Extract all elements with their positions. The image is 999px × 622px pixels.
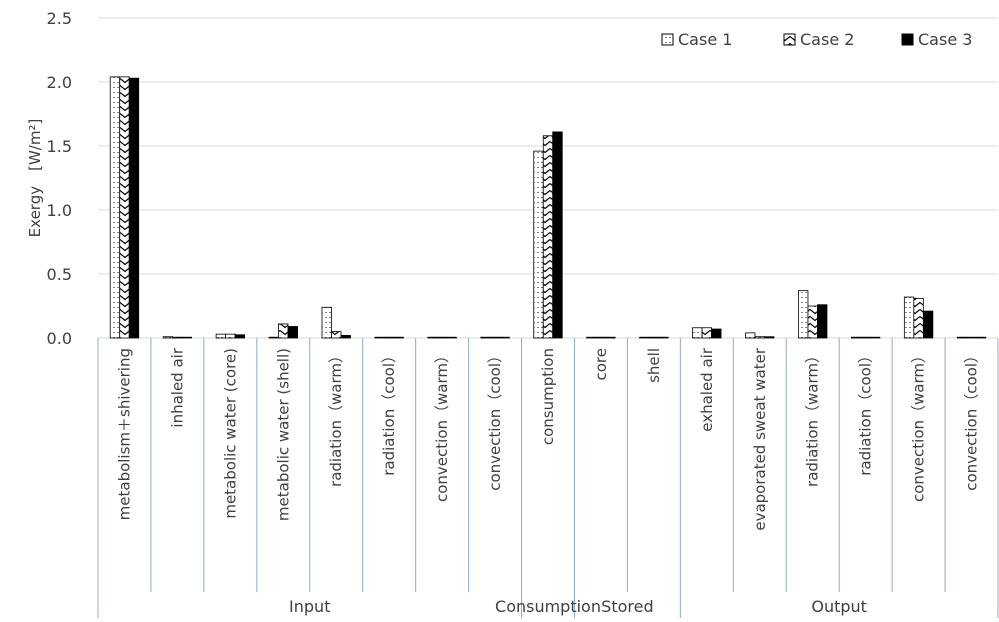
legend-swatch-case-3 — [901, 33, 914, 46]
legend-swatch-case-2 — [783, 33, 796, 46]
y-axis-label: Exergy [W/m²] — [26, 119, 44, 238]
bar-case-1 — [798, 290, 809, 339]
y-tick-label: 2.5 — [47, 9, 72, 28]
bar-case-1 — [692, 327, 703, 339]
bar-case-1 — [109, 76, 121, 339]
bar-case-2 — [225, 333, 236, 339]
legend-label-case-3: Case 3 — [918, 30, 972, 49]
bar-case-2 — [807, 305, 818, 339]
bar-case-3 — [287, 326, 298, 339]
bar-case-3 — [817, 304, 828, 339]
category-label: convection（warm） — [433, 348, 451, 502]
legend-label-case-2: Case 2 — [800, 30, 854, 49]
bar-case-1 — [162, 336, 174, 339]
category-label: inhaled air — [168, 347, 186, 427]
bar-case-1 — [480, 336, 491, 339]
bar-case-3 — [234, 334, 246, 339]
category-label: radiation（warm） — [327, 348, 345, 487]
bar-case-2 — [913, 297, 924, 339]
bar-case-2 — [331, 331, 342, 339]
bar-case-3 — [181, 336, 193, 339]
bar-case-3 — [711, 328, 722, 339]
y-tick-label: 0.5 — [47, 265, 72, 284]
bar-case-2 — [278, 323, 289, 339]
bars — [109, 76, 987, 339]
y-tick-label: 2.0 — [47, 73, 72, 92]
bar-case-2 — [860, 336, 871, 339]
bar-case-3 — [605, 336, 616, 339]
bar-case-3 — [552, 131, 563, 339]
category-label: convection（cool） — [963, 348, 981, 491]
category-label: convection（cool） — [486, 348, 504, 491]
bar-case-1 — [374, 336, 385, 339]
bar-case-1 — [956, 336, 968, 339]
group-labels: Input Consumption Stored Output — [289, 597, 867, 616]
y-tick-label: 1.0 — [47, 201, 72, 220]
category-label: radiation（cool） — [380, 348, 398, 476]
bar-case-3 — [764, 336, 775, 339]
category-labels: metabolism＋shivering inhaled air metabolic… — [115, 347, 980, 530]
bar-case-1 — [639, 336, 650, 339]
group-label: Stored — [601, 597, 653, 616]
bar-case-3 — [128, 77, 140, 339]
bar-case-3 — [922, 310, 934, 339]
category-label: exhaled air — [698, 347, 716, 432]
category-label: radiation（cool） — [857, 348, 875, 476]
y-tick-label: 1.5 — [47, 137, 72, 156]
bar-case-3 — [393, 336, 404, 339]
y-tick-label: 0.0 — [47, 329, 72, 348]
legend: Case 1 Case 2 Case 3 — [661, 30, 972, 49]
legend-swatch-case-1 — [661, 33, 674, 46]
legend-item-case-1: Case 1 — [661, 30, 732, 49]
category-label: metabolic water (shell) — [274, 348, 292, 521]
bar-case-1 — [321, 306, 332, 339]
category-label: metabolic water (core) — [221, 348, 239, 519]
bar-case-3 — [340, 335, 351, 339]
group-label: Consumption — [495, 597, 601, 616]
bar-case-1 — [850, 336, 862, 339]
y-axis-ticks: 0.0 0.5 1.0 1.5 2.0 2.5 — [47, 9, 72, 348]
group-label: Input — [289, 597, 330, 616]
bar-case-2 — [436, 336, 448, 339]
bar-case-3 — [658, 336, 669, 339]
bar-case-1 — [533, 150, 544, 339]
group-label: Output — [811, 597, 867, 616]
bar-case-2 — [384, 336, 395, 339]
legend-item-case-2: Case 2 — [783, 30, 854, 49]
bar-case-2 — [595, 336, 607, 339]
bar-case-1 — [268, 336, 279, 339]
bar-case-1 — [745, 332, 756, 339]
bar-case-1 — [903, 296, 915, 339]
bar-case-3 — [446, 336, 457, 339]
bar-case-1 — [427, 336, 438, 339]
bar-case-2 — [119, 76, 130, 339]
legend-item-case-3: Case 3 — [901, 30, 972, 49]
bar-case-2 — [754, 336, 765, 339]
category-label: radiation（warm） — [804, 348, 822, 487]
category-label: shell — [645, 348, 663, 383]
category-label: convection（warm） — [910, 348, 928, 502]
bar-case-2 — [966, 336, 977, 339]
bar-case-3 — [869, 336, 881, 339]
category-dividers — [97, 338, 999, 618]
bar-case-1 — [215, 333, 227, 339]
bar-case-2 — [172, 336, 183, 339]
bar-case-2 — [648, 336, 660, 339]
category-label: consumption — [539, 348, 557, 445]
category-label: metabolism＋shivering — [115, 348, 133, 520]
bar-case-3 — [975, 336, 987, 339]
bar-case-3 — [499, 336, 510, 339]
bar-case-2 — [489, 336, 501, 339]
legend-label-case-1: Case 1 — [678, 30, 732, 49]
category-label: core — [592, 348, 610, 381]
bar-case-1 — [586, 336, 597, 339]
bar-case-2 — [701, 327, 712, 339]
category-label: evaporated sweat water — [751, 347, 769, 530]
bar-case-2 — [542, 135, 554, 339]
